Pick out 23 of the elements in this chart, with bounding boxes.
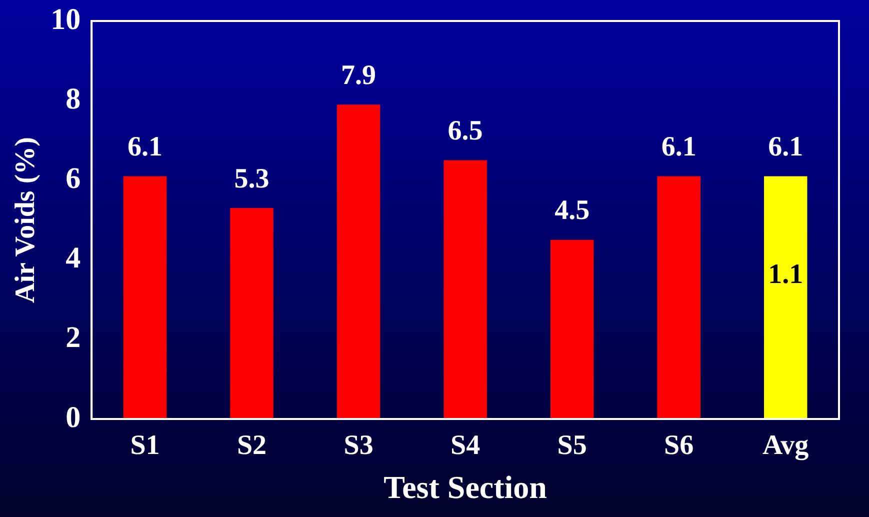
x-tick-label: S3 [344,430,374,462]
data-label: 6.5 [448,116,483,147]
x-axis-title: Test Section [384,469,548,506]
data-label: 6.1 [661,131,696,162]
y-tick-label: 0 [66,400,81,434]
y-tick-label: 4 [66,242,81,275]
y-tick-label: 8 [66,82,81,116]
y-axis-title: Air Voids (%) [10,137,42,303]
y-tick-label: 6 [66,162,81,195]
data-label: 7.9 [341,60,376,91]
x-tick-label: S2 [236,430,267,462]
y-tick-label: 2 [66,321,81,354]
data-label: 6.1 [768,131,804,162]
x-tick-label: Avg [762,430,809,462]
x-tick-label: S6 [664,430,694,462]
x-tick-label: S1 [130,430,160,462]
annotation: 1.1 [768,258,804,290]
y-tick-label: 10 [50,2,81,36]
x-tick-label: S5 [557,430,587,462]
data-label: 4.5 [554,195,590,226]
x-tick-label: S4 [450,430,480,462]
data-label: 6.1 [127,131,162,162]
data-label: 5.3 [234,163,270,194]
